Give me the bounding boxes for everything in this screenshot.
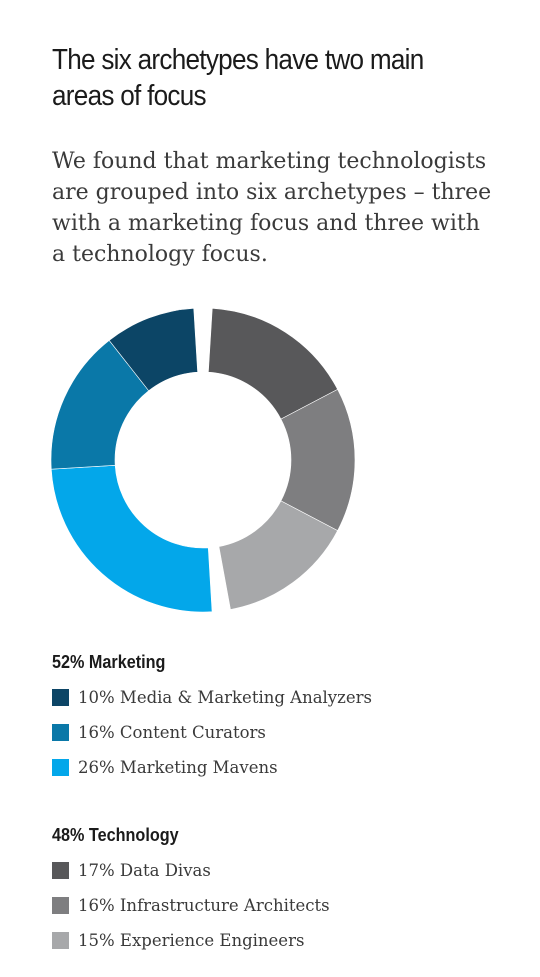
legend-item: 15% Experience Engineers bbox=[52, 928, 492, 952]
legend-item: 17% Data Divas bbox=[52, 858, 492, 882]
donut-slice-experience-engineers bbox=[218, 500, 339, 610]
donut-chart bbox=[50, 307, 356, 613]
legend-item: 10% Media & Marketing Analyzers bbox=[52, 685, 492, 709]
legend-swatch bbox=[52, 861, 69, 879]
legend-item: 16% Content Curators bbox=[52, 720, 492, 744]
legend-group-technology: 48% Technology 17% Data Divas 16% Infras… bbox=[52, 824, 492, 963]
legend-group-heading: 52% Marketing bbox=[52, 652, 166, 672]
page-subtitle: We found that marketing technologists ar… bbox=[52, 149, 492, 267]
legend-swatch bbox=[52, 723, 69, 741]
legend-label: 10% Media & Marketing Analyzers bbox=[78, 687, 372, 707]
legend-swatch bbox=[52, 758, 69, 776]
page-title: The six archetypes have two main areas o… bbox=[52, 44, 424, 112]
legend-swatch bbox=[52, 688, 69, 706]
legend-label: 16% Infrastructure Architects bbox=[78, 895, 330, 915]
legend-group-heading: 48% Technology bbox=[52, 825, 179, 845]
donut-slice-marketing-mavens bbox=[50, 464, 213, 613]
donut-slice-media-marketing-analyzers bbox=[108, 307, 198, 392]
legend-label: 17% Data Divas bbox=[78, 860, 211, 880]
legend-swatch bbox=[52, 896, 69, 914]
legend-label: 16% Content Curators bbox=[78, 722, 266, 742]
legend-item: 26% Marketing Mavens bbox=[52, 755, 492, 779]
legend-label: 26% Marketing Mavens bbox=[78, 757, 278, 777]
legend-label: 15% Experience Engineers bbox=[78, 930, 305, 950]
legend-swatch bbox=[52, 931, 69, 949]
legend-item: 16% Infrastructure Architects bbox=[52, 893, 492, 917]
legend-group-marketing: 52% Marketing 10% Media & Marketing Anal… bbox=[52, 651, 492, 790]
